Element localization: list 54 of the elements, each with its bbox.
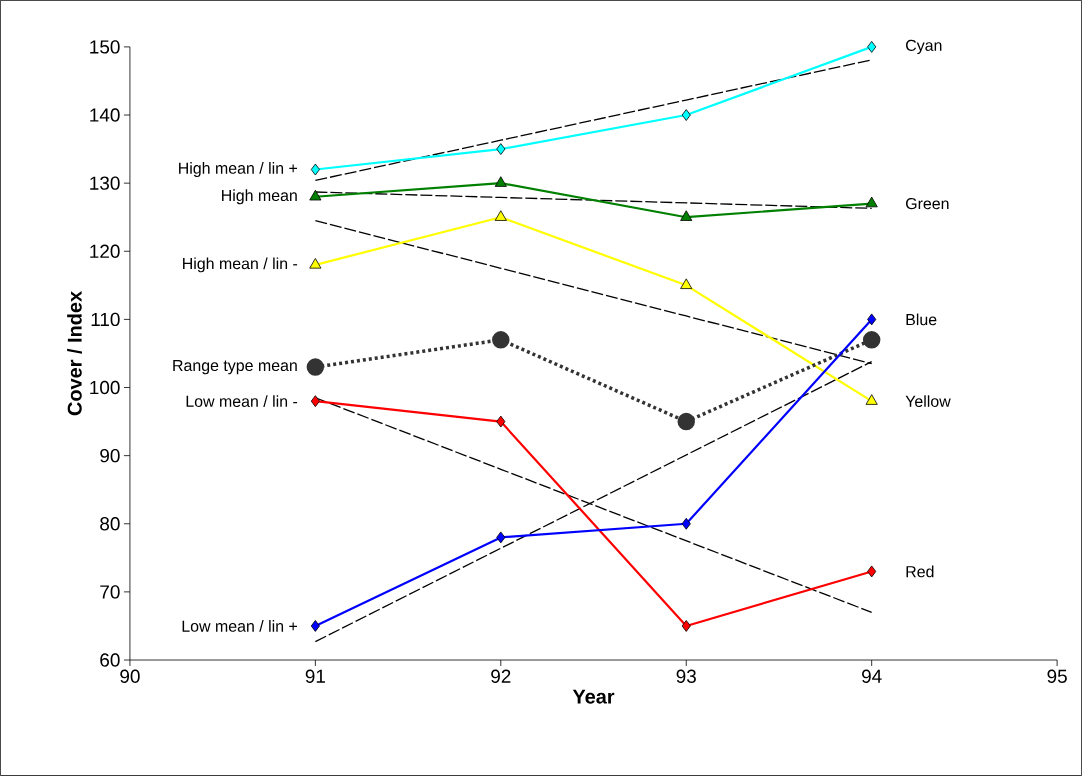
y-tick-label: 100 xyxy=(90,380,120,395)
y-tick-label: 150 xyxy=(90,40,120,54)
point xyxy=(310,620,320,632)
point xyxy=(867,41,877,53)
series-label: Blue xyxy=(906,313,937,326)
point xyxy=(681,620,691,632)
series-label: Cyan xyxy=(906,39,942,55)
point xyxy=(309,189,322,201)
point xyxy=(867,565,877,578)
point xyxy=(494,210,507,221)
y-tick-label: 90 xyxy=(100,448,120,463)
annotation: Low mean / lin + xyxy=(182,620,298,632)
point xyxy=(310,395,320,408)
x-tick-label: 93 xyxy=(676,669,696,683)
line-series xyxy=(314,59,873,182)
point xyxy=(306,358,325,376)
point xyxy=(681,109,691,121)
y-tick-label: 140 xyxy=(90,108,120,122)
y-tick-label: 130 xyxy=(90,176,120,190)
point xyxy=(862,331,881,349)
x-tick-label: 91 xyxy=(305,669,325,683)
point xyxy=(681,517,691,530)
y-tick-label: 70 xyxy=(100,585,120,599)
y-tick-label: 120 xyxy=(90,244,120,259)
point xyxy=(494,176,507,187)
x-tick-label: 92 xyxy=(491,669,511,683)
annotation: High mean xyxy=(222,189,297,205)
annotation: High mean / lin - xyxy=(183,257,298,273)
point xyxy=(496,415,506,428)
series-label: Yellow xyxy=(905,395,951,408)
y-axis-title: Cover / Index xyxy=(67,291,82,416)
y-tick-label: 110 xyxy=(91,312,120,327)
point xyxy=(867,313,877,326)
y-tick-label: 60 xyxy=(100,653,120,667)
series-label: Red xyxy=(906,565,934,578)
point xyxy=(865,196,878,208)
annotation: High mean / lin + xyxy=(179,162,298,177)
series-label: Green xyxy=(906,197,949,210)
point xyxy=(677,412,695,431)
x-axis-title: Year xyxy=(572,689,615,704)
x-tick-label: 94 xyxy=(862,669,882,683)
point xyxy=(309,258,322,269)
point xyxy=(492,331,510,349)
y-tick-label: 80 xyxy=(100,517,120,531)
annotation: Range type mean xyxy=(173,359,297,375)
point xyxy=(680,278,693,290)
annotation: Low mean / lin - xyxy=(186,395,298,408)
point xyxy=(496,531,506,544)
point xyxy=(496,143,506,156)
point xyxy=(310,163,320,176)
point xyxy=(680,210,693,221)
point xyxy=(865,394,878,405)
x-tick-label: 90 xyxy=(120,669,140,683)
x-tick-label: 95 xyxy=(1047,669,1067,683)
